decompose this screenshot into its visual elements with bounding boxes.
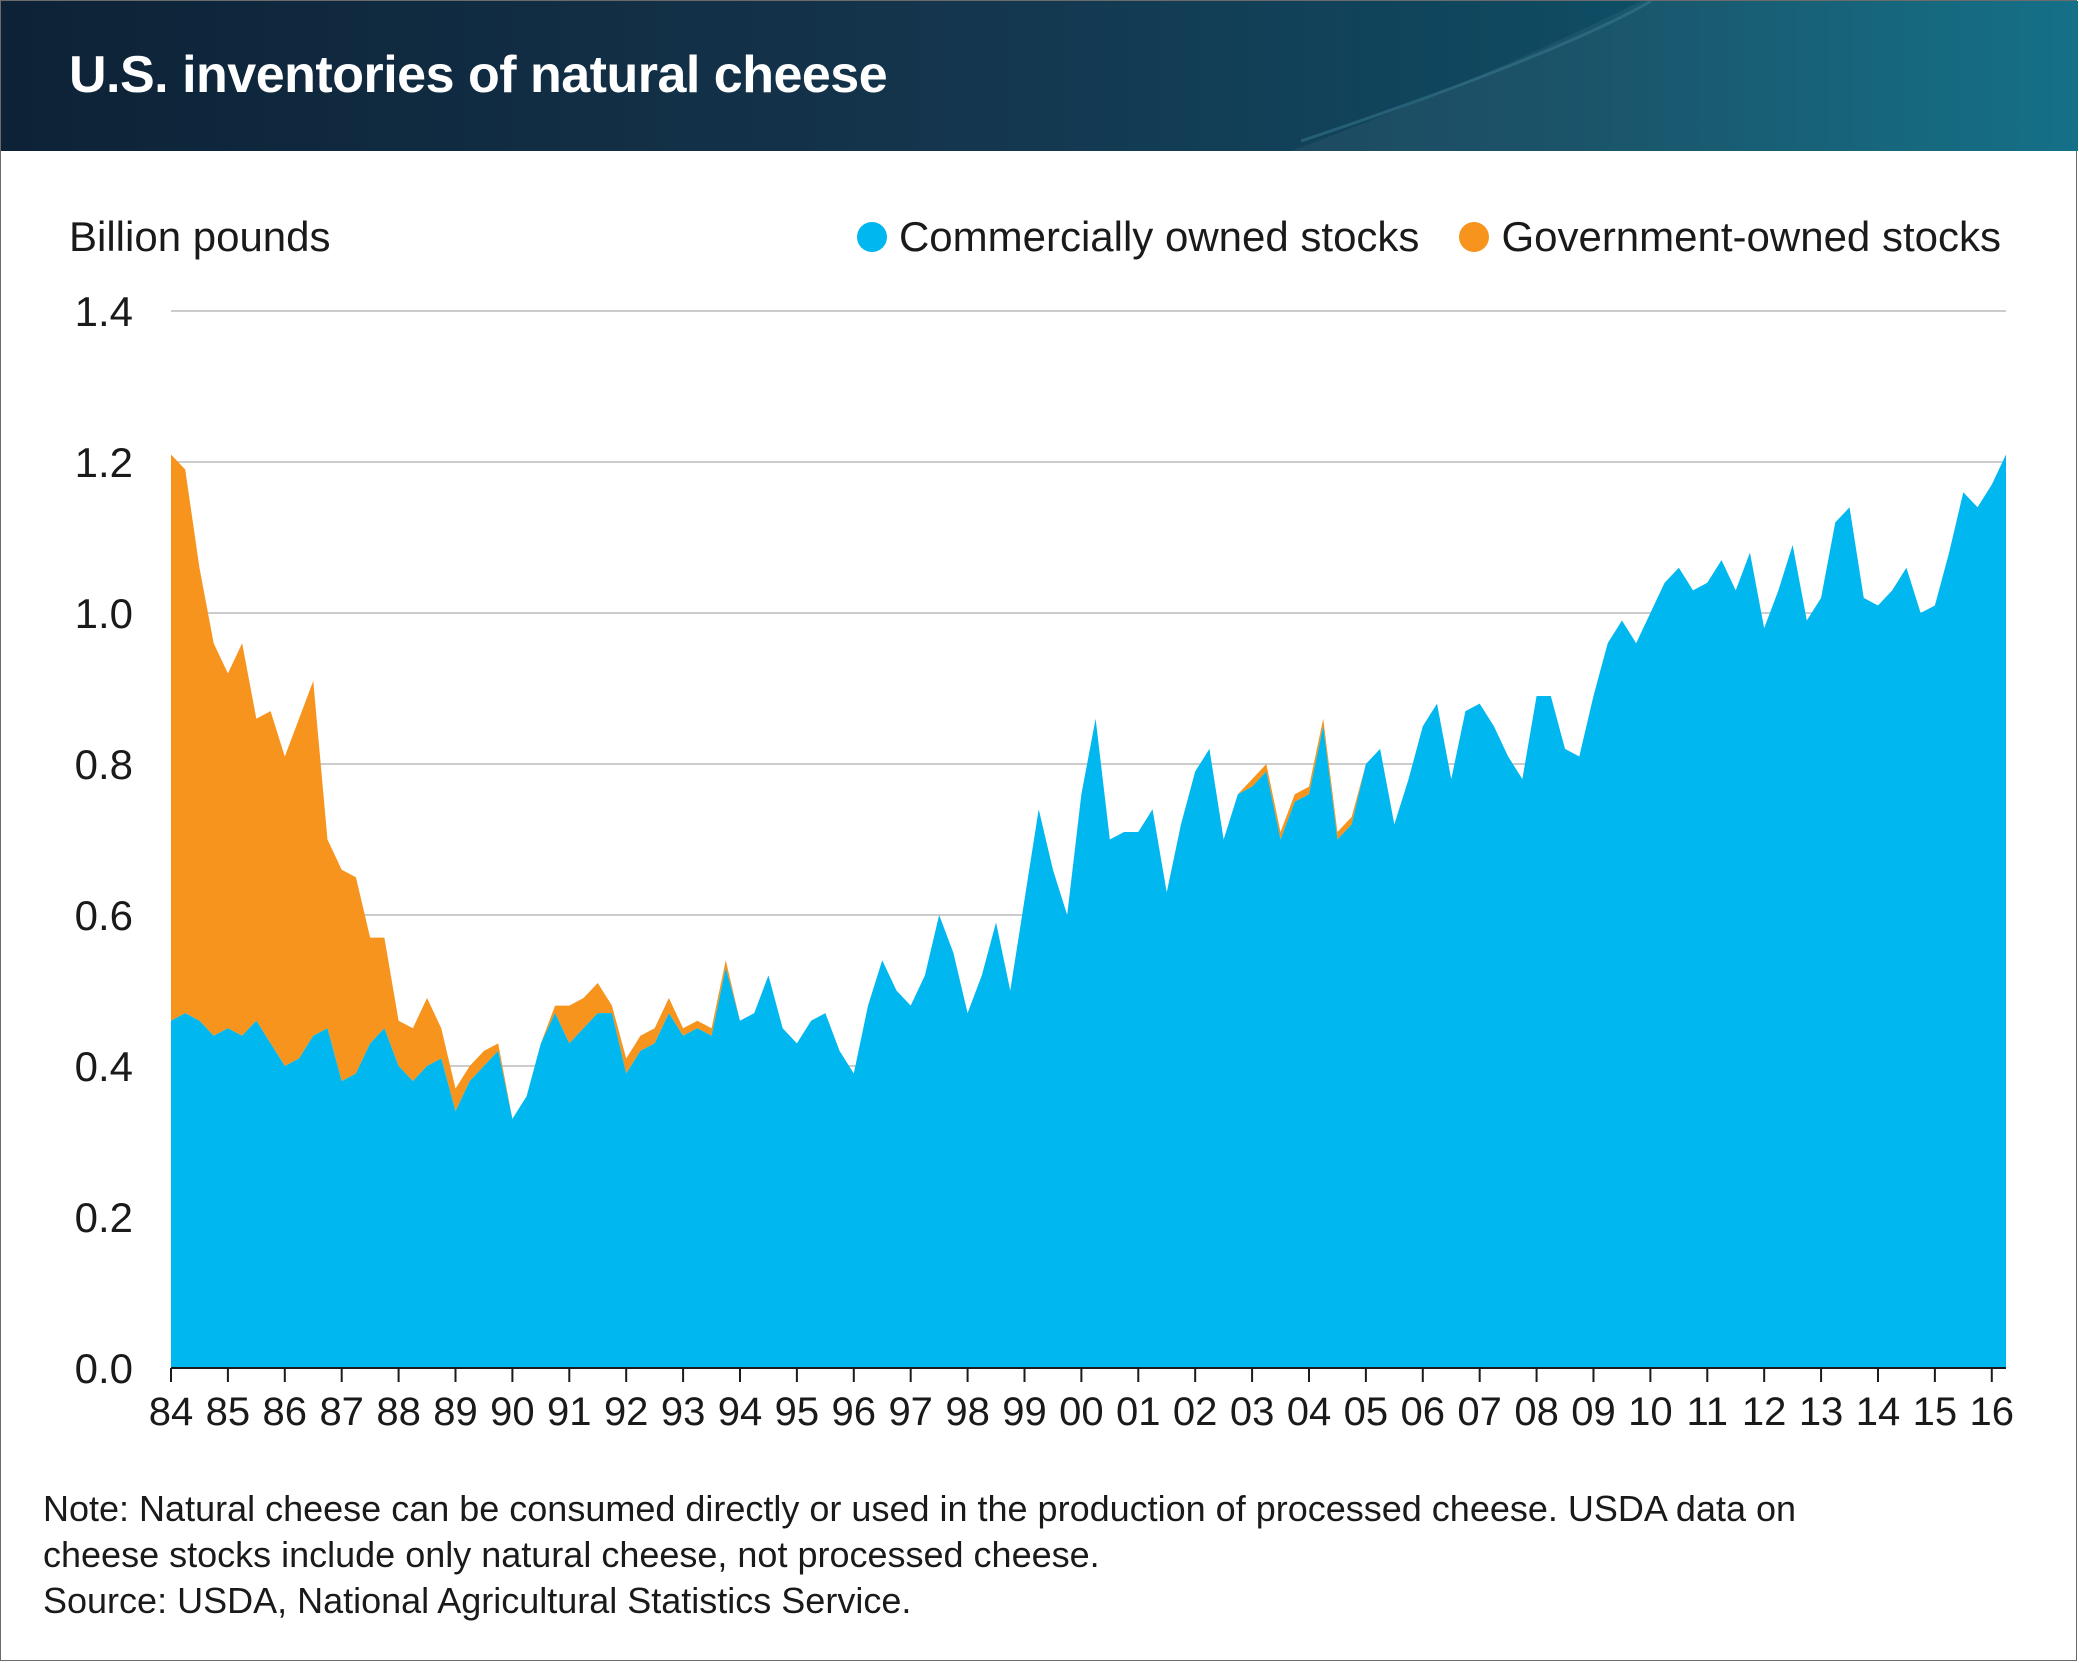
y-tick-label: 0.2	[75, 1194, 133, 1241]
y-tick-label: 1.2	[75, 439, 133, 486]
legend-label-government: Government-owned stocks	[1501, 213, 2001, 260]
x-tick-label: 01	[1116, 1390, 1161, 1434]
note-line-1: Note: Natural cheese can be consumed dir…	[43, 1488, 1797, 1529]
x-tick-label: 10	[1628, 1390, 1673, 1434]
chart-title: U.S. inventories of natural cheese	[69, 46, 888, 104]
legend-item-commercial: Commercially owned stocks	[856, 213, 1420, 261]
x-tick-label: 85	[206, 1390, 251, 1434]
x-tick-label: 90	[490, 1390, 535, 1434]
x-tick-label: 00	[1059, 1390, 1104, 1434]
x-tick-label: 92	[604, 1390, 649, 1434]
x-tick-label: 03	[1230, 1390, 1275, 1434]
y-tick-label: 1.0	[75, 590, 133, 637]
x-tick-label: 84	[149, 1390, 194, 1434]
legend-swatch-government	[1459, 222, 1490, 252]
x-tick-label: 12	[1742, 1390, 1787, 1434]
x-tick-label: 14	[1856, 1390, 1901, 1434]
legend-swatch-commercial	[856, 222, 887, 252]
x-tick-label: 02	[1173, 1390, 1218, 1434]
x-tick-label: 06	[1401, 1390, 1446, 1434]
x-tick-label: 16	[1970, 1390, 2015, 1434]
x-tick-label: 07	[1457, 1390, 1502, 1434]
legend: Commercially owned stocks Government-own…	[817, 213, 2001, 261]
x-tick-label: 99	[1002, 1390, 1047, 1434]
x-tick-label: 87	[319, 1390, 364, 1434]
note-line-2: cheese stocks include only natural chees…	[43, 1534, 1100, 1575]
y-tick-label: 0.0	[75, 1345, 133, 1392]
x-tick-label: 94	[718, 1390, 763, 1434]
title-banner: U.S. inventories of natural cheese	[1, 1, 2078, 151]
x-tick-label: 91	[547, 1390, 592, 1434]
plot-area: 0.0 0.2 0.4 0.6 0.8 1.0 1.2 1.4 84 85 86 87 88 89 90 91…	[75, 288, 2015, 1434]
x-tick-label: 08	[1514, 1390, 1559, 1434]
y-tick-label: 1.4	[75, 288, 133, 335]
area-government-stocks	[171, 454, 2006, 1119]
x-tick-label: 93	[661, 1390, 706, 1434]
x-tick-label: 13	[1799, 1390, 1844, 1434]
legend-label-commercial: Commercially owned stocks	[898, 213, 1420, 260]
source-line: Source: USDA, National Agricultural Stat…	[43, 1580, 912, 1621]
x-tick-label: 09	[1571, 1390, 1616, 1434]
y-axis-label: Billion pounds	[69, 213, 331, 260]
area-commercial-stocks	[171, 454, 2006, 1368]
x-tick-label: 98	[945, 1390, 990, 1434]
y-tick-label: 0.4	[75, 1043, 133, 1090]
x-tick-label: 11	[1687, 1390, 1729, 1434]
x-tick-label: 96	[832, 1390, 877, 1434]
y-tick-label: 0.6	[75, 892, 133, 939]
footnote: Note: Natural cheese can be consumed dir…	[43, 1486, 2043, 1624]
y-tick-label: 0.8	[75, 741, 133, 788]
banner-swoosh	[1291, 1, 2078, 151]
x-tick-label: 05	[1344, 1390, 1389, 1434]
x-tick-label: 15	[1913, 1390, 1958, 1434]
x-tick-label: 95	[775, 1390, 820, 1434]
x-tick-label: 86	[263, 1390, 308, 1434]
x-tick-label: 89	[433, 1390, 478, 1434]
legend-item-government: Government-owned stocks	[1459, 213, 2001, 261]
x-tick-label: 04	[1287, 1390, 1332, 1434]
x-tick-label: 88	[376, 1390, 421, 1434]
x-tick-label: 97	[888, 1390, 933, 1434]
